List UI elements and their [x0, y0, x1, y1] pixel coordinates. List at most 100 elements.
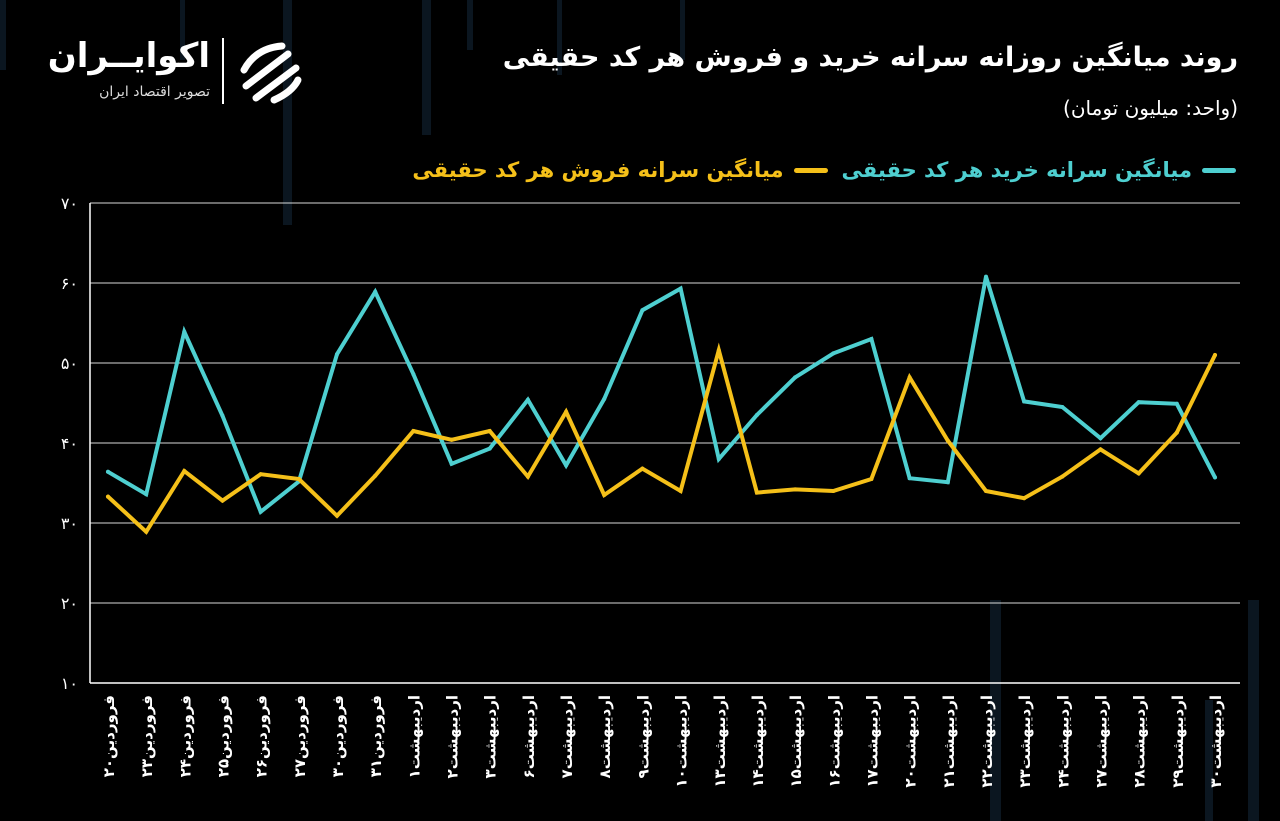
data-point-sell — [716, 348, 721, 353]
data-point-sell — [182, 469, 187, 473]
x-tick-label: اردیبهشت۶ — [520, 695, 538, 778]
data-point-sell — [1136, 471, 1141, 476]
brand-tagline: تصویر اقتصاد ایران — [99, 84, 210, 100]
data-point-buy — [182, 329, 187, 334]
y-tick-label: ۴۰ — [61, 434, 78, 453]
data-point-buy — [449, 461, 454, 466]
x-tick-label: فروردین۲۰ — [100, 695, 118, 777]
chart-title: روند میانگین روزانه سرانه خرید و فروش هر… — [502, 42, 1238, 73]
x-tick-label: فروردین۲۳ — [138, 695, 156, 777]
data-point-buy — [1098, 436, 1103, 441]
x-tick-label: اردیبهشت۲۳ — [1016, 695, 1034, 788]
data-point-sell — [525, 474, 530, 479]
data-point-sell — [1213, 353, 1217, 357]
data-point-buy — [1060, 405, 1065, 409]
data-point-sell — [411, 429, 416, 433]
brand-logo: اکوایــران تصویر اقتصاد ایران — [47, 36, 320, 108]
x-tick-label: اردیبهشت۲۱ — [940, 695, 958, 788]
brand-mark-icon — [240, 42, 302, 104]
data-point-buy — [945, 480, 950, 485]
x-tick-label: اردیبهشت۳۰ — [1207, 695, 1225, 788]
data-point-sell — [640, 466, 645, 471]
x-tick-label: اردیبهشت۲۴ — [1054, 695, 1072, 788]
legend: میانگین سرانه خرید هر کد حقیقی میانگین س… — [412, 158, 1236, 182]
data-point-sell — [220, 498, 225, 503]
data-point-buy — [144, 492, 149, 497]
x-tick-label: اردیبهشت۲۸ — [1131, 695, 1149, 788]
data-point-sell — [1174, 430, 1179, 435]
legend-item-buy: میانگین سرانه خرید هر کد حقیقی — [842, 158, 1236, 182]
x-tick-label: اردیبهشت۲۰ — [902, 695, 920, 788]
y-tick-label: ۶۰ — [61, 274, 78, 293]
x-tick-label: اردیبهشت۹ — [634, 695, 652, 778]
brand-name: اکوایــران — [47, 36, 210, 76]
data-point-buy — [831, 351, 836, 356]
data-point-sell — [869, 477, 874, 481]
y-tick-label: ۲۰ — [61, 594, 78, 613]
data-point-sell — [754, 490, 759, 495]
data-point-sell — [793, 487, 798, 492]
data-point-buy — [793, 375, 798, 380]
data-point-buy — [411, 372, 416, 377]
data-point-sell — [984, 489, 988, 493]
data-point-sell — [373, 473, 378, 478]
data-point-buy — [1174, 401, 1179, 406]
legend-item-sell: میانگین سرانه فروش هر کد حقیقی — [412, 158, 828, 182]
y-tick-label: ۷۰ — [61, 194, 78, 213]
data-point-buy — [373, 289, 378, 294]
data-point-buy — [487, 446, 492, 451]
series-line-buy — [106, 276, 1217, 516]
data-point-sell — [144, 529, 149, 534]
x-tick-label: فروردین۲۶ — [253, 695, 271, 777]
x-tick-label: اردیبهشت۱۷ — [863, 695, 881, 788]
x-tick-label: اردیبهشت۱۴ — [749, 695, 767, 788]
x-tick-label: اردیبهشت۲ — [444, 695, 462, 778]
data-point-buy — [1022, 399, 1027, 404]
data-point-sell — [296, 477, 301, 481]
data-point-sell — [1022, 496, 1027, 501]
legend-label-sell: میانگین سرانه فروش هر کد حقیقی — [412, 158, 784, 182]
data-point-buy — [907, 476, 912, 481]
x-tick-label: اردیبهشت۱ — [405, 695, 423, 778]
x-tick-label: اردیبهشت۱۰ — [673, 695, 691, 788]
x-tick-label: اردیبهشت۳ — [482, 695, 500, 778]
data-point-sell — [678, 489, 683, 493]
data-point-buy — [1136, 400, 1141, 405]
x-tick-label: اردیبهشت۲۹ — [1169, 695, 1187, 788]
data-point-buy — [220, 413, 225, 418]
data-point-buy — [335, 352, 339, 357]
x-tick-label: اردیبهشت۸ — [596, 695, 614, 778]
x-tick-label: اردیبهشت۲۲ — [978, 695, 996, 788]
data-point-buy — [1213, 475, 1217, 480]
data-point-sell — [449, 437, 454, 442]
data-point-sell — [907, 375, 912, 380]
data-point-sell — [258, 472, 263, 477]
data-point-buy — [525, 397, 530, 402]
x-tick-label: فروردین۲۴ — [176, 695, 194, 777]
data-point-buy — [564, 463, 569, 468]
x-tick-label: فروردین۲۷ — [291, 695, 309, 777]
logo-divider — [222, 38, 224, 104]
x-tick-label: اردیبهشت۷ — [558, 695, 576, 778]
legend-label-buy: میانگین سرانه خرید هر کد حقیقی — [841, 158, 1192, 182]
data-point-buy — [869, 337, 874, 341]
data-point-buy — [678, 286, 683, 291]
data-point-sell — [1060, 474, 1065, 479]
x-tick-label: فروردین۳۰ — [329, 695, 347, 777]
series-line-sell — [106, 342, 1217, 535]
data-point-sell — [106, 494, 110, 499]
data-point-buy — [754, 413, 759, 417]
y-tick-label: ۵۰ — [61, 354, 78, 373]
y-tick-label: ۱۰ — [61, 674, 78, 693]
data-point-buy — [106, 469, 110, 474]
y-tick-label: ۳۰ — [61, 514, 78, 533]
legend-swatch-buy — [1202, 167, 1236, 173]
data-point-sell — [1098, 447, 1103, 452]
data-point-sell — [945, 438, 950, 443]
data-point-sell — [335, 513, 339, 518]
chart-unit: (واحد: میلیون تومان) — [1063, 96, 1238, 120]
x-tick-label: اردیبهشت۱۳ — [711, 695, 729, 788]
x-tick-label: اردیبهشت۱۵ — [787, 695, 805, 788]
